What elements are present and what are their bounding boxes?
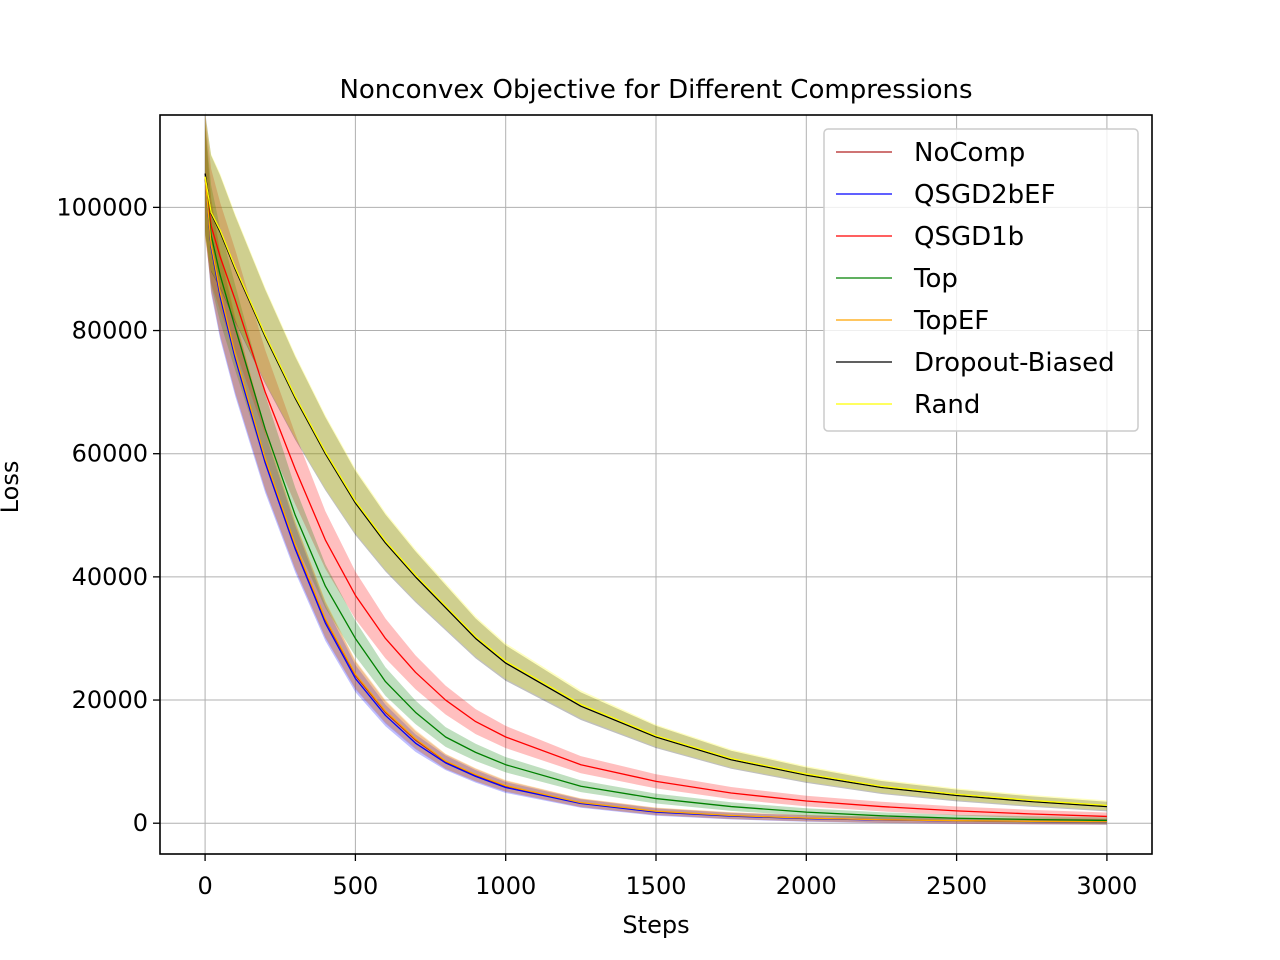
- series-line-topef: [204, 176, 1107, 823]
- x-tick-label: 0: [197, 872, 212, 900]
- x-axis-label: Steps: [622, 911, 689, 939]
- y-tick-label: 60000: [72, 440, 148, 468]
- chart-title: Nonconvex Objective for Different Compre…: [339, 75, 972, 105]
- legend-label-nocomp: NoComp: [914, 138, 1025, 168]
- y-tick-label: 80000: [72, 317, 148, 345]
- grid: [160, 115, 1152, 854]
- series-lines: [204, 173, 1107, 823]
- legend-label-topef: TopEF: [913, 306, 989, 336]
- legend-label-dropout-biased: Dropout-Biased: [914, 348, 1115, 378]
- legend: NoComp QSGD2bEF QSGD1b Top TopEF Dropout-Bias…: [823, 128, 1139, 432]
- y-tick-label: 20000: [72, 686, 148, 714]
- x-tick-label: 2000: [776, 872, 837, 900]
- x-tick-label: 2500: [926, 872, 987, 900]
- legend-items: NoComp QSGD2bEF QSGD1b Top TopEF Dropout-Bias…: [836, 138, 1115, 420]
- series-line-dropout-biased: [204, 173, 1107, 808]
- y-tick-label: 0: [133, 809, 148, 837]
- legend-label-top: Top: [913, 264, 958, 294]
- y-axis-label: Loss: [0, 461, 24, 514]
- axis-ticks: 0 500 1000 1500 2000 2500 3000 0 20000 40000 60000…: [56, 193, 1137, 900]
- legend-label-rand: Rand: [914, 390, 980, 420]
- series-line-qsgd1b: [204, 176, 1107, 818]
- series-line-top: [204, 176, 1107, 822]
- y-tick-label: 40000: [72, 563, 148, 591]
- x-tick-label: 1000: [475, 872, 536, 900]
- x-tick-label: 1500: [625, 872, 686, 900]
- legend-label-qsgd2bef: QSGD2bEF: [914, 180, 1056, 210]
- legend-label-qsgd1b: QSGD1b: [914, 222, 1024, 252]
- y-tick-label: 100000: [56, 193, 148, 221]
- x-tick-label: 3000: [1076, 872, 1137, 900]
- x-tick-label: 500: [332, 872, 378, 900]
- series-line-rand: [204, 176, 1107, 806]
- legend-box: [823, 128, 1139, 432]
